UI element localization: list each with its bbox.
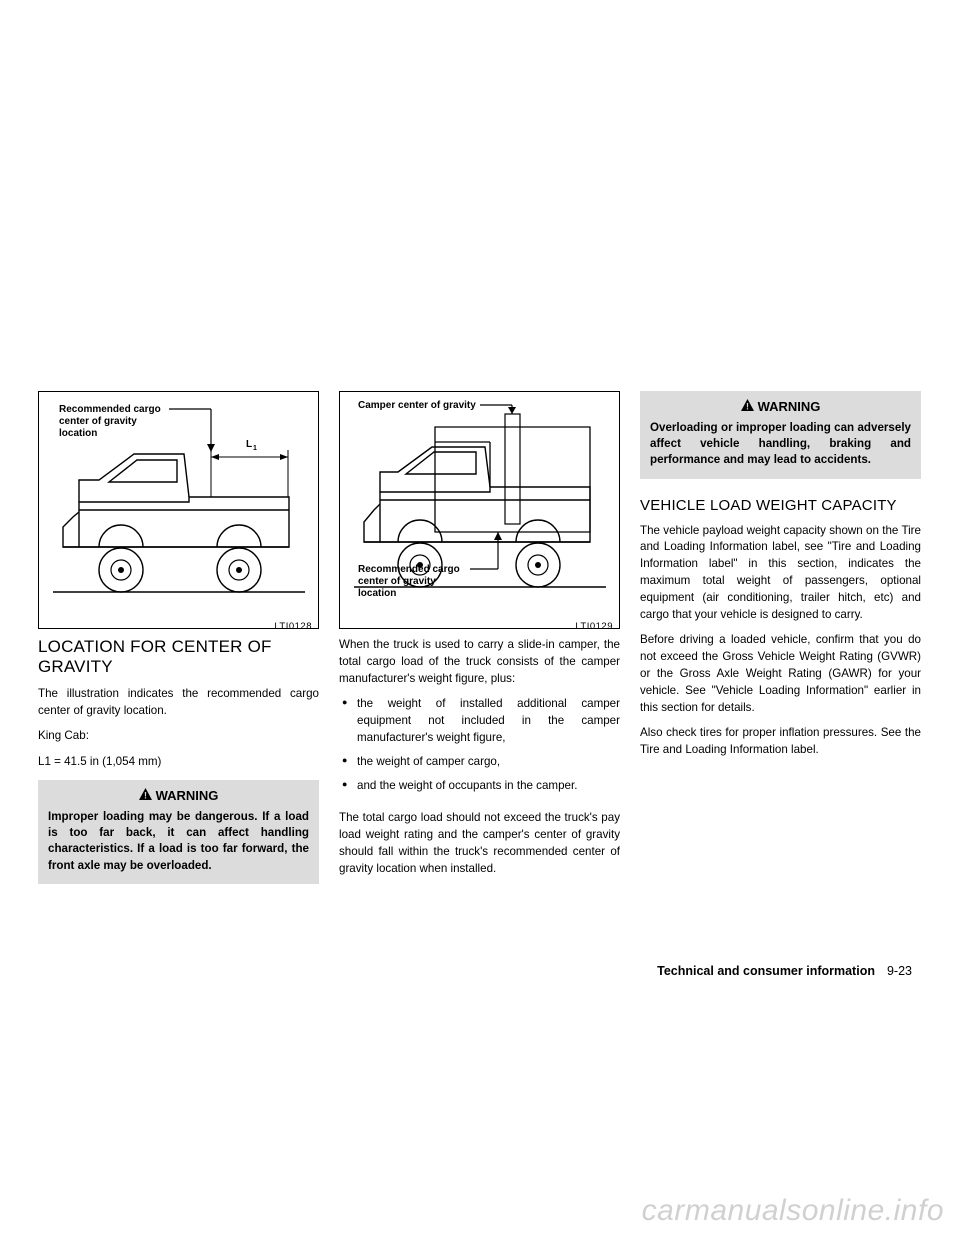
col2-p1: When the truck is used to carry a slide-… xyxy=(339,637,620,687)
figure-1-code: LTI0128 xyxy=(39,619,318,635)
warning-heading-1: ! WARNING xyxy=(48,788,309,803)
footer-section-label: Technical and consumer information xyxy=(657,964,875,978)
section-heading-load: VEHICLE LOAD WEIGHT CAPACITY xyxy=(640,497,921,515)
warning-label-2: WARNING xyxy=(758,399,821,414)
col3-p1: The vehicle payload weight capacity show… xyxy=(640,523,921,624)
list-item: and the weight of occupants in the campe… xyxy=(339,778,620,795)
fig1-label-line2: center of gravity xyxy=(59,416,137,427)
svg-text:!: ! xyxy=(746,402,749,412)
fig2-bl1: Recommended cargo xyxy=(358,564,460,575)
fig2-bl3: location xyxy=(358,588,396,599)
col1-p1: The illustration indicates the recommend… xyxy=(38,686,319,720)
page-footer: Technical and consumer information 9-23 xyxy=(657,964,912,978)
warning-triangle-icon: ! xyxy=(139,788,152,803)
warning-triangle-icon: ! xyxy=(741,399,754,414)
figure-2-code: LTI0129 xyxy=(340,619,619,635)
list-item: the weight of installed additional campe… xyxy=(339,696,620,746)
svg-text:L: L xyxy=(246,439,252,450)
fig1-label-line1: Recommended cargo xyxy=(59,404,161,415)
warning-box-2: ! WARNING Overloading or improper loadin… xyxy=(640,391,921,479)
fig1-label-line3: location xyxy=(59,428,97,439)
col3-p2: Before driving a loaded vehicle, confirm… xyxy=(640,632,921,716)
truck-camper-diagram: Camper center of gravity xyxy=(340,392,621,614)
svg-text:!: ! xyxy=(144,790,147,800)
fig2-bl2: center of gravity xyxy=(358,576,436,587)
column-1: Recommended cargo center of gravity loca… xyxy=(38,391,319,951)
svg-text:1: 1 xyxy=(253,445,257,452)
warning-label-1: WARNING xyxy=(156,788,219,803)
figure-1: Recommended cargo center of gravity loca… xyxy=(38,391,319,629)
watermark: carmanualsonline.info xyxy=(642,1194,944,1228)
col2-bullet-list: the weight of installed additional campe… xyxy=(339,696,620,801)
fig2-top-label: Camper center of gravity xyxy=(358,400,476,411)
column-3: ! WARNING Overloading or improper loadin… xyxy=(640,391,921,951)
footer-page-number: 9-23 xyxy=(887,964,912,978)
column-2: Camper center of gravity xyxy=(339,391,620,951)
section-heading-cog: LOCATION FOR CENTER OF GRAVITY xyxy=(38,637,319,678)
col1-p3: L1 = 41.5 in (1,054 mm) xyxy=(38,754,319,771)
content-3col: Recommended cargo center of gravity loca… xyxy=(38,391,922,951)
col2-p2: The total cargo load should not exceed t… xyxy=(339,810,620,877)
warning-box-1: ! WARNING Improper loading may be danger… xyxy=(38,780,319,884)
col1-p2: King Cab: xyxy=(38,728,319,745)
warning-text-1: Improper loading may be dangerous. If a … xyxy=(48,809,309,874)
list-item: the weight of camper cargo, xyxy=(339,754,620,771)
warning-heading-2: ! WARNING xyxy=(650,399,911,414)
col3-p3: Also check tires for proper inflation pr… xyxy=(640,725,921,759)
truck-cog-diagram: Recommended cargo center of gravity loca… xyxy=(39,392,320,614)
warning-text-2: Overloading or improper loading can adve… xyxy=(650,420,911,469)
page: Recommended cargo center of gravity loca… xyxy=(0,0,960,1242)
figure-2: Camper center of gravity xyxy=(339,391,620,629)
